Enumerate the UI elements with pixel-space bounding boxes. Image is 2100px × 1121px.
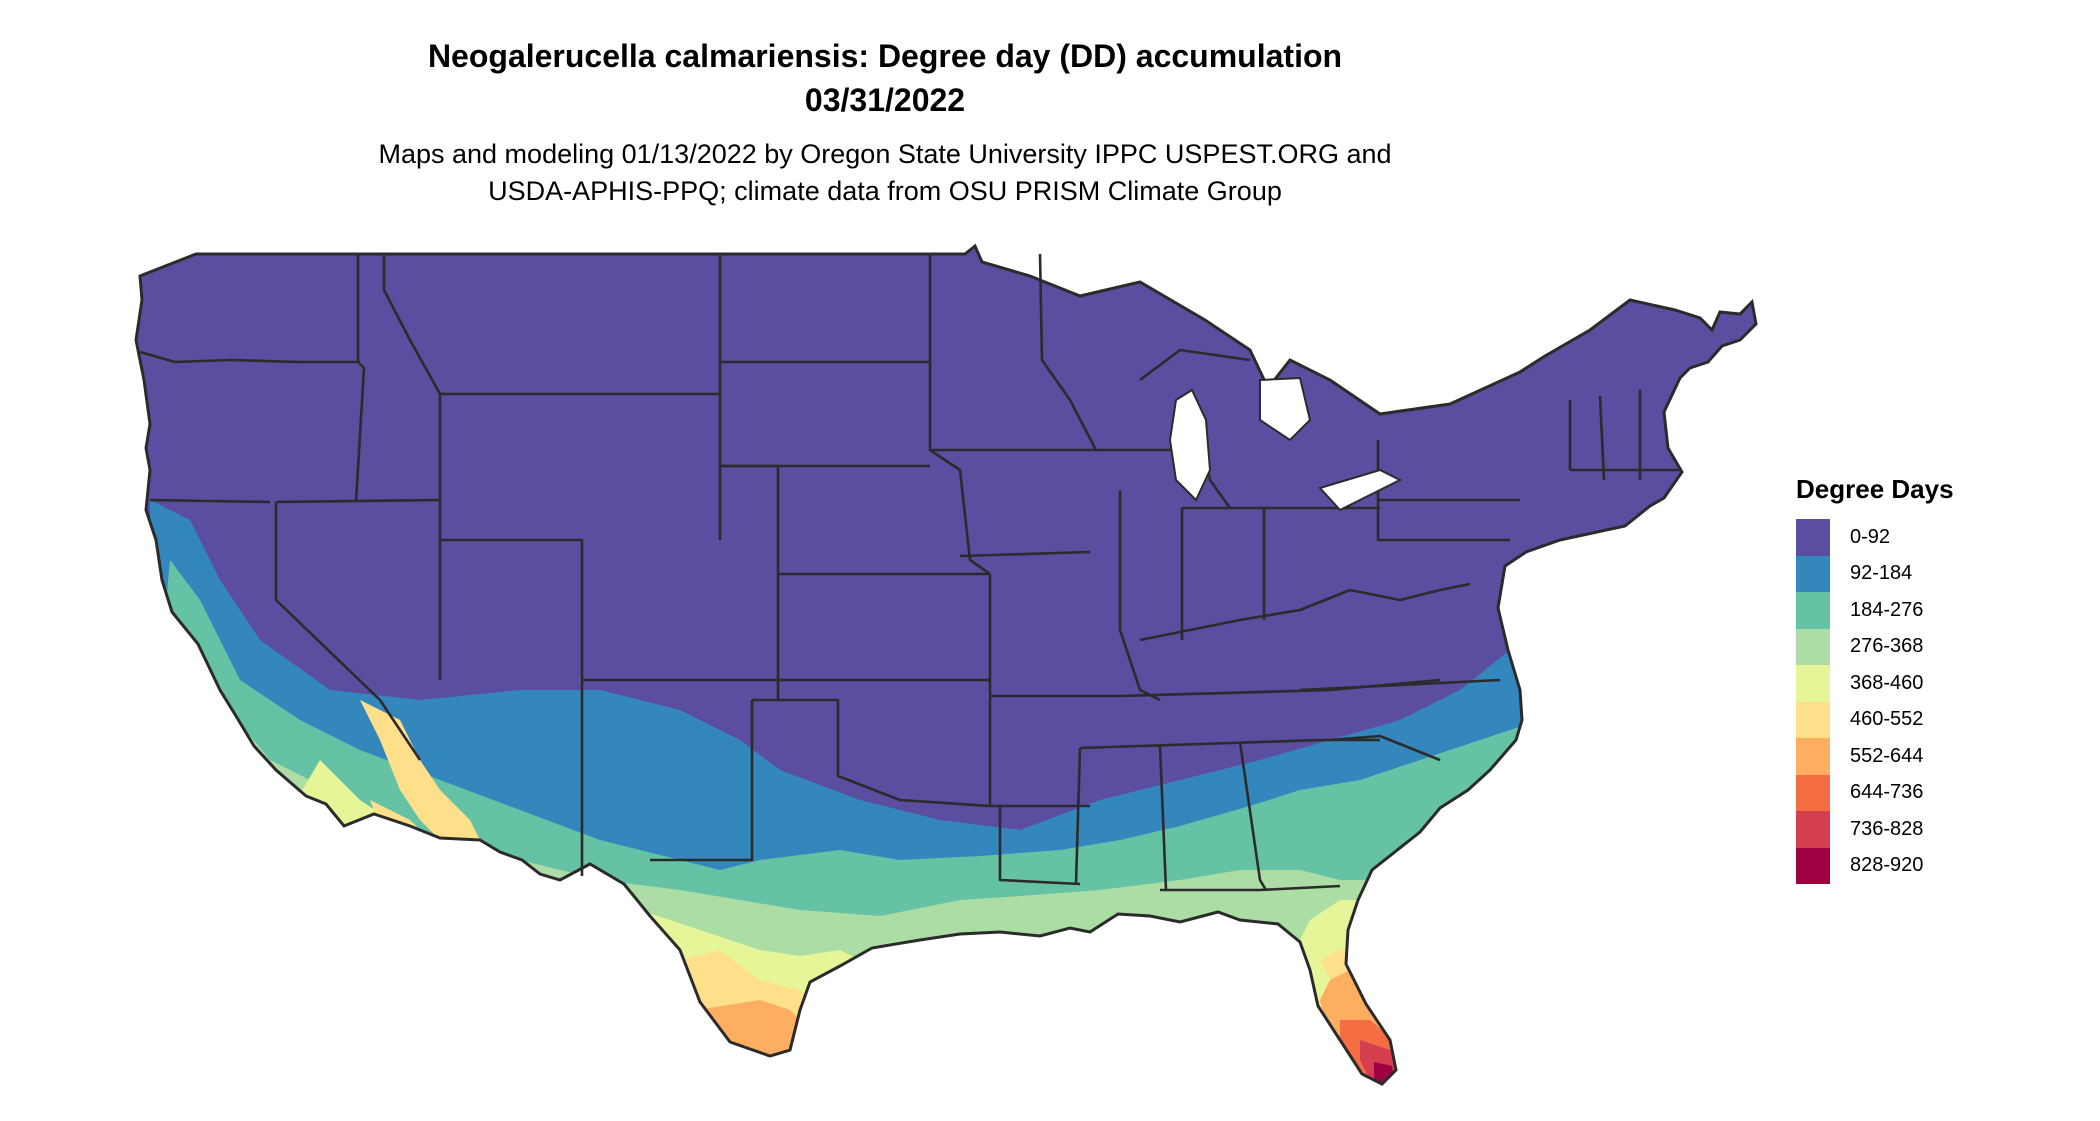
legend-swatch [1796,811,1830,848]
band-644-736 [830,1020,1400,1084]
legend-swatch [1796,665,1830,702]
legend-item: 552-644 [1796,738,2056,775]
band-0-92 [136,246,1756,1084]
map-subtitle: Maps and modeling 01/13/2022 by Oregon S… [0,136,1770,210]
legend-item: 184-276 [1796,592,2056,629]
legend-item: 92-184 [1796,555,2056,592]
lake-michigan [1168,388,1212,502]
band-460-552-desert [360,700,480,850]
title-line-1: Neogalerucella calmariensis: Degree day … [427,38,1343,74]
legend-item: 644-736 [1796,774,2056,811]
legend-title: Degree Days [1796,474,1954,504]
legend-swatch [1796,555,1830,592]
degree-days-legend: Degree Days 0-92 92-184 184-276 276-368 368-… [1796,474,2056,884]
legend-label: 184-276 [1850,598,1924,621]
legend-label: 276-368 [1850,635,1924,658]
legend-swatch [1796,628,1830,665]
legend-item: 828-920 [1796,847,2056,884]
legend-swatch [1796,774,1830,811]
legend-swatch [1796,847,1830,884]
title-line-2: 03/31/2022 [804,82,966,118]
legend-label: 92-184 [1850,562,1913,585]
map-title: Neogalerucella calmariensis: Degree day … [0,34,1770,122]
legend-item: 276-368 [1796,628,2056,665]
lake-erie [1318,468,1403,512]
band-552-644 [136,970,1540,1084]
legend-label: 460-552 [1850,708,1924,731]
legend-label: 644-736 [1850,781,1924,804]
great-lakes [1168,376,1403,512]
degree-day-bands [136,246,1756,1084]
lake-huron [1259,376,1312,442]
subtitle-line-2: USDA-APHIS-PPQ; climate data from OSU PR… [488,176,1282,206]
legend-label: 552-644 [1850,744,1924,767]
legend-items: 0-92 92-184 184-276 276-368 368-460 460-552 55… [1796,519,2056,884]
legend-item: 736-828 [1796,811,2056,848]
legend-item: 368-460 [1796,665,2056,702]
legend-item: 0-92 [1796,519,2056,556]
legend-swatch [1796,519,1830,556]
legend-swatch [1796,701,1830,738]
legend-label: 736-828 [1850,817,1924,840]
state-borders [139,253,1680,892]
legend-swatch [1796,738,1830,775]
legend-label: 368-460 [1850,671,1924,694]
legend-label: 828-920 [1850,854,1924,877]
legend-label: 0-92 [1850,525,1891,548]
subtitle-line-1: Maps and modeling 01/13/2022 by Oregon S… [378,139,1392,169]
legend-item: 460-552 [1796,701,2056,738]
legend-swatch [1796,592,1830,629]
